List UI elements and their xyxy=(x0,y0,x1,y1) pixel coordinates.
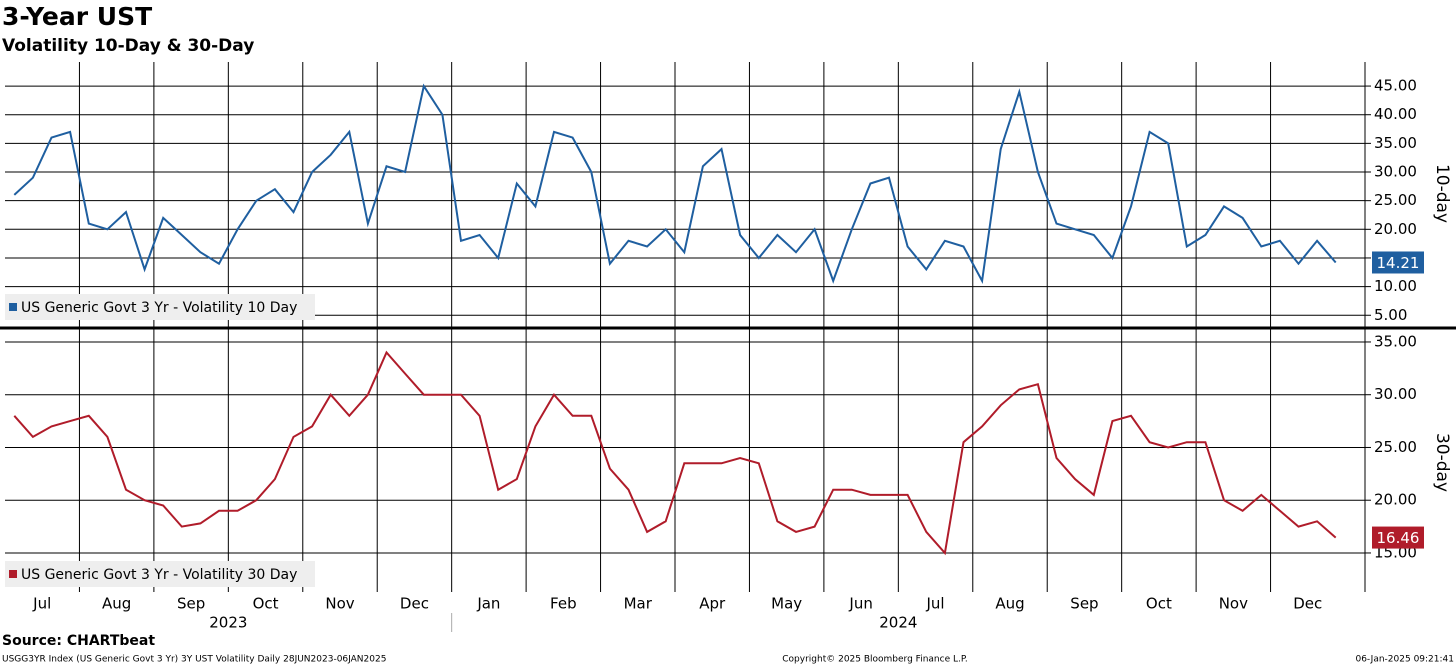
legend-swatch xyxy=(9,303,17,311)
y-tick-label: 30.00 xyxy=(1374,385,1417,403)
x-tick-label: Apr xyxy=(699,595,726,613)
x-tick-label: Jul xyxy=(32,595,51,613)
copyright: Copyright© 2025 Bloomberg Finance L.P. xyxy=(782,655,967,665)
x-tick-label: Jun xyxy=(848,595,872,613)
last-value-tag xyxy=(1372,251,1424,274)
series-line xyxy=(13,350,1337,556)
y-tick-label: 40.00 xyxy=(1374,105,1417,123)
x-tick-label: Aug xyxy=(102,595,131,613)
year-label: 2023 xyxy=(209,614,247,632)
x-tick-label: Nov xyxy=(1219,595,1248,613)
y-tick-label: 10.00 xyxy=(1374,277,1417,295)
x-tick-label: Oct xyxy=(253,595,279,613)
y-tick-label: 5.00 xyxy=(1374,306,1407,324)
chart-subtitle: Volatility 10-Day & 30-Day xyxy=(2,36,254,56)
y-tick-label: 25.00 xyxy=(1374,191,1417,209)
x-tick-label: Aug xyxy=(995,595,1024,613)
x-tick-label: May xyxy=(771,595,802,613)
source: Source: CHARTbeat xyxy=(2,633,155,649)
x-tick-label: Sep xyxy=(177,595,205,613)
y-tick-label: 25.00 xyxy=(1374,438,1417,456)
last-value-tag xyxy=(1372,526,1424,549)
x-tick-label: Nov xyxy=(325,595,354,613)
timestamp: 06-Jan-2025 09:21:41 xyxy=(1355,655,1454,665)
y-tick-label: 30.00 xyxy=(1374,163,1417,181)
x-tick-label: Dec xyxy=(400,595,429,613)
footer-description: USGG3YR Index (US Generic Govt 3 Yr) 3Y … xyxy=(2,655,386,665)
legend-box xyxy=(5,294,315,320)
legend-label: US Generic Govt 3 Yr - Volatility 10 Day xyxy=(21,300,297,316)
y-tick-label: 45.00 xyxy=(1374,77,1417,95)
x-tick-label: Jul xyxy=(926,595,945,613)
y-axis-label: 10-day xyxy=(1432,164,1452,223)
chart-title: 3-Year UST xyxy=(2,2,152,31)
year-label: 2024 xyxy=(879,614,917,632)
y-axis-label: 30-day xyxy=(1432,433,1452,492)
y-tick-label: 35.00 xyxy=(1374,332,1417,350)
x-tick-label: Oct xyxy=(1146,595,1172,613)
last-value-label: 16.46 xyxy=(1377,529,1420,547)
legend-box xyxy=(5,561,315,587)
x-tick-label: Mar xyxy=(624,595,653,613)
legend-swatch xyxy=(9,570,17,578)
last-value-label: 14.21 xyxy=(1377,254,1420,272)
y-tick-label: 20.00 xyxy=(1374,220,1417,238)
x-tick-label: Dec xyxy=(1293,595,1322,613)
x-tick-label: Feb xyxy=(550,595,577,613)
x-tick-label: Jan xyxy=(476,595,500,613)
legend-label: US Generic Govt 3 Yr - Volatility 30 Day xyxy=(21,567,297,583)
series-line xyxy=(13,83,1337,285)
x-tick-label: Sep xyxy=(1070,595,1098,613)
y-tick-label: 35.00 xyxy=(1374,134,1417,152)
y-tick-label: 20.00 xyxy=(1374,491,1417,509)
